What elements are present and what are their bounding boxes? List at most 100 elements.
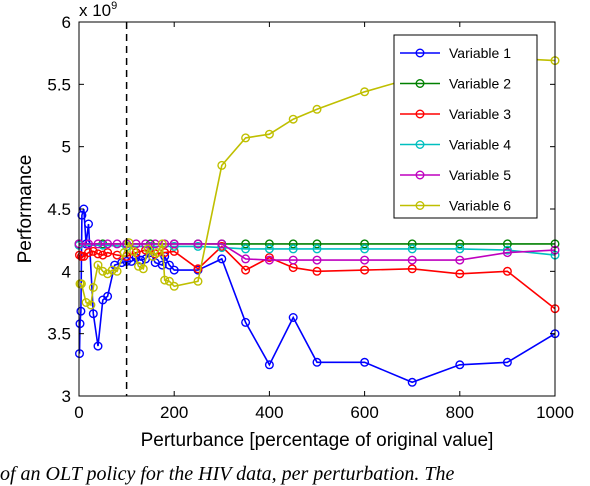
data-point: [93, 239, 103, 249]
data-point: [112, 239, 122, 249]
data-point: [288, 244, 298, 254]
legend-swatch-marker: [415, 109, 425, 119]
series-3: [74, 241, 560, 314]
data-point: [264, 239, 274, 249]
data-point: [217, 254, 227, 264]
data-point: [502, 239, 512, 249]
data-point: [455, 244, 465, 254]
x-tick-label: 200: [160, 403, 188, 422]
data-point: [360, 265, 370, 275]
data-point: [76, 306, 86, 316]
data-point: [169, 241, 179, 251]
data-point: [98, 240, 108, 250]
data-point: [264, 129, 274, 139]
data-point: [312, 239, 322, 249]
data-point: [455, 255, 465, 265]
legend-box: [393, 34, 538, 219]
data-point: [407, 239, 417, 249]
data-point: [288, 239, 298, 249]
legend-label: Variable 4: [449, 137, 511, 153]
legend-label: Variable 1: [449, 45, 511, 61]
y-axis-label: Performance: [15, 155, 36, 264]
data-point: [133, 261, 143, 271]
legend-label: Variable 6: [449, 198, 511, 214]
data-point: [160, 275, 170, 285]
data-point: [103, 291, 113, 301]
legend-label: Variable 2: [449, 76, 511, 92]
data-point: [241, 133, 251, 143]
legend-item: Variable 6: [400, 198, 511, 214]
data-point: [157, 239, 167, 249]
y-tick-label: 5.5: [47, 75, 71, 94]
data-point: [76, 279, 86, 289]
data-point: [407, 377, 417, 387]
data-point: [455, 239, 465, 249]
data-point: [103, 248, 113, 258]
data-point: [152, 248, 162, 258]
y-tick-label: 4.5: [47, 200, 71, 219]
x-axis-label: Perturbance [percentage of original valu…: [141, 430, 494, 451]
data-point: [360, 255, 370, 265]
data-point: [141, 239, 151, 249]
data-point: [83, 248, 93, 258]
data-point: [119, 248, 129, 258]
data-point: [288, 313, 298, 323]
figure-caption: of an OLT policy for the HIV data, per p…: [0, 463, 455, 485]
data-point: [98, 250, 108, 260]
data-point: [169, 281, 179, 291]
data-point: [455, 269, 465, 279]
data-point: [217, 239, 227, 249]
legend-swatch-marker: [415, 200, 425, 210]
series-line: [79, 243, 556, 261]
data-point: [93, 260, 103, 270]
data-point: [93, 341, 103, 351]
data-point: [145, 241, 155, 251]
data-point: [288, 114, 298, 124]
data-point: [455, 360, 465, 370]
x-tick-label: 400: [255, 403, 283, 422]
data-point: [124, 238, 134, 248]
data-point: [88, 309, 98, 319]
legend-swatch-marker: [415, 139, 425, 149]
legend-item: Variable 4: [400, 137, 511, 153]
data-point: [193, 239, 203, 249]
data-point: [241, 244, 251, 254]
data-point: [77, 210, 87, 220]
data-point: [169, 239, 179, 249]
series-5: [74, 239, 560, 265]
data-point: [129, 246, 139, 256]
data-point: [98, 266, 108, 276]
data-point: [241, 239, 251, 249]
x-tick-label: 600: [350, 403, 378, 422]
data-point: [107, 265, 117, 275]
x-tick-label: 1000: [536, 403, 574, 422]
y-multiplier-label: x 109: [79, 0, 117, 20]
ticks-layer: 0 200 400 600 800 1000 3 3.5 4 4.5 5 5.5 6: [47, 13, 574, 422]
data-point: [164, 260, 174, 270]
data-point: [193, 276, 203, 286]
data-point: [241, 317, 251, 327]
data-point: [112, 266, 122, 276]
y-multiplier-exponent: 9: [111, 0, 117, 12]
legend-label: Variable 5: [449, 167, 511, 183]
y-multiplier-base: x 10: [79, 1, 111, 20]
y-tick-label: 6: [62, 13, 71, 32]
data-point: [312, 357, 322, 367]
data-point: [312, 244, 322, 254]
y-tick-label: 3.5: [47, 325, 71, 344]
legend-item: Variable 5: [400, 167, 511, 183]
data-point: [288, 255, 298, 265]
legend: Variable 1 Variable 2 Variable 3 Variable 4…: [393, 34, 538, 219]
data-point: [264, 360, 274, 370]
data-point: [143, 244, 153, 254]
data-point: [407, 244, 417, 254]
y-tick-label: 3: [62, 387, 71, 406]
data-point: [264, 253, 274, 263]
legend-item: Variable 3: [400, 106, 511, 122]
x-tick-label: 800: [446, 403, 474, 422]
data-point: [312, 104, 322, 114]
data-point: [360, 239, 370, 249]
data-point: [88, 246, 98, 256]
data-point: [264, 255, 274, 265]
series-line: [80, 57, 556, 307]
